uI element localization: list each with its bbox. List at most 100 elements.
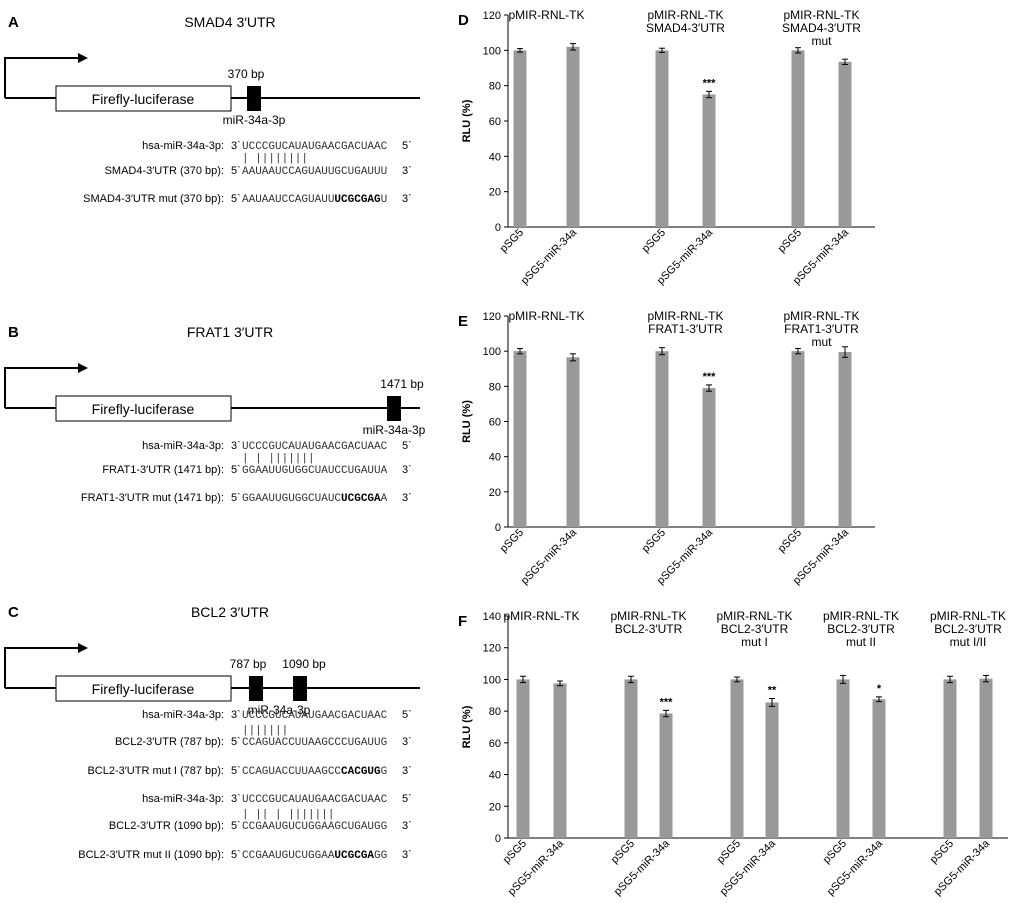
arrow-head-icon	[78, 643, 88, 653]
construct-title: BCL2 3′UTR	[191, 604, 269, 620]
sequence-part: UCCCGUCAUAUGAACGACUAAC	[242, 441, 388, 453]
sequence-label: BCL2-3′UTR mut I (787 bp):	[87, 765, 224, 777]
y-tick-label: 60	[489, 738, 501, 750]
y-tick-label: 20	[489, 801, 501, 813]
sequence-label: FRAT1-3′UTR mut (1471 bp):	[81, 492, 224, 504]
x-tick-label: pSG5-miR-34a	[519, 226, 580, 287]
sequence-text: CCAGUACCUUAAGCCCUGAUUG	[242, 737, 387, 749]
x-tick-label: pSG5	[501, 838, 529, 866]
sequence-part: AAUAAUCCAGUAUU	[242, 194, 334, 206]
promoter-line	[4, 367, 78, 408]
significance-marker: ***	[660, 696, 674, 708]
bar	[838, 352, 852, 527]
y-tick-label: 140	[483, 611, 501, 623]
significance-marker: ***	[703, 371, 717, 383]
prime-end-left: 5ˋ	[231, 492, 241, 504]
group-title: pMIR-RNL-TK	[647, 309, 723, 323]
y-tick-label: 20	[489, 487, 501, 499]
bar	[553, 683, 567, 838]
y-tick-label: 80	[489, 706, 501, 718]
pairing-bars: | | |||||||	[242, 453, 315, 465]
sequence-label: SMAD4-3′UTR (370 bp):	[105, 165, 224, 177]
bar	[655, 50, 669, 228]
y-tick-label: 100	[483, 45, 501, 57]
prime-end-right: 5ˋ	[402, 793, 412, 805]
y-tick-label: 40	[489, 452, 501, 464]
prime-end-right: 3ˋ	[402, 492, 412, 504]
sequence-text: AAUAAUCCAGUAUUUCGCGAGU	[242, 194, 387, 206]
significance-marker: **	[768, 684, 777, 696]
y-axis-label: RLU (%)	[461, 400, 473, 443]
site-position-label: 787 bp	[230, 657, 267, 671]
panel-letter: C	[8, 604, 19, 621]
panel-letter: E	[458, 313, 468, 330]
sequence-part: AAUAAUCCAGUAUUGCUGAUUU	[242, 166, 387, 178]
group-title: FRAT1-3′UTR	[784, 322, 859, 336]
y-tick-label: 100	[483, 674, 501, 686]
prime-end-left: 5ˋ	[231, 165, 241, 177]
bar	[659, 713, 673, 838]
group-title: BCL2-3′UTR	[827, 622, 895, 636]
prime-end-right: 3ˋ	[402, 193, 412, 205]
construct-panel-b: B FRAT1 3′UTR Firefly-luciferase 1471 bp miR…	[4, 324, 426, 505]
construct-panel-c: C BCL2 3′UTR Firefly-luciferase 787 bp 1090 …	[4, 604, 420, 862]
y-tick-label: 0	[495, 222, 501, 234]
prime-end-right: 5ˋ	[402, 709, 412, 721]
sequence-label: BCL2-3′UTR mut II (1090 bp):	[78, 849, 224, 861]
group-title: SMAD4-3′UTR	[646, 21, 725, 35]
prime-end-left: 5ˋ	[231, 765, 241, 777]
group-title: mut	[811, 34, 832, 48]
group-title: pMIR-RNL-TK	[930, 609, 1006, 623]
luciferase-label: Firefly-luciferase	[92, 91, 195, 107]
sequence-text: GGAAUUGUGGCUAUCCUGAUUA	[242, 465, 388, 477]
mutated-sequence: UCGCGA	[341, 493, 381, 505]
group-title: pMIR-RNL-TK	[783, 309, 859, 323]
sequence-text: CCAGUACCUUAAGCCCACGUGG	[242, 766, 387, 778]
prime-end-right: 5ˋ	[402, 140, 412, 152]
group-title: SMAD4-3′UTR	[782, 21, 861, 35]
sequence-label: hsa-miR-34a-3p:	[142, 440, 224, 452]
sequence-text: UCCCGUCAUAUGAACGACUAAC	[242, 710, 388, 722]
significance-marker: ***	[703, 77, 717, 89]
arrow-head-icon	[78, 363, 88, 373]
pairing-bars: | ||||||||	[242, 153, 308, 165]
group-title: FRAT1-3′UTR	[648, 322, 723, 336]
bar	[765, 702, 779, 838]
arrow-head-icon	[78, 53, 88, 63]
bar	[655, 351, 669, 527]
bar	[838, 61, 852, 227]
bar	[566, 46, 580, 227]
prime-end-left: 5ˋ	[231, 820, 241, 832]
group-title: BCL2-3′UTR	[721, 622, 789, 636]
bar	[872, 699, 886, 838]
sequence-part: G	[381, 766, 388, 778]
sequence-text: CCGAAUGUCUGGAAUCGCGAGG	[242, 850, 387, 862]
prime-end-right: 3ˋ	[402, 736, 412, 748]
construct-panel-a: A SMAD4 3′UTR Firefly-luciferase 370 bp miR-…	[4, 14, 420, 206]
panel-letter: F	[458, 613, 467, 630]
sequence-part: UCCCGUCAUAUGAACGACUAAC	[242, 710, 388, 722]
group-title: pMIR-RNL-TK	[716, 609, 792, 623]
sequence-part: GG	[374, 850, 387, 862]
bar	[624, 679, 638, 838]
x-tick-label: pSG5-miR-34a	[519, 526, 580, 587]
sequence-text: CCGAAUGUCUGGAAGCUGAUGG	[242, 821, 387, 833]
group-title: mut I/II	[950, 635, 987, 649]
target-site-box	[387, 396, 401, 421]
sequence-label: hsa-miR-34a-3p:	[142, 140, 224, 152]
bar	[943, 679, 957, 838]
bar	[702, 94, 716, 227]
promoter-line	[4, 57, 78, 98]
construct-panels: A SMAD4 3′UTR Firefly-luciferase 370 bp miR-…	[4, 14, 426, 862]
x-tick-label: pSG5	[640, 527, 668, 555]
sequence-part: UCCCGUCAUAUGAACGACUAAC	[242, 141, 388, 153]
x-tick-label: pSG5	[498, 227, 526, 255]
group-title: pMIR-RNL-TK	[823, 609, 899, 623]
prime-end-left: 3ˋ	[231, 709, 241, 721]
mutated-sequence: UCGCGAG	[334, 194, 381, 206]
sequence-part: U	[381, 194, 388, 206]
